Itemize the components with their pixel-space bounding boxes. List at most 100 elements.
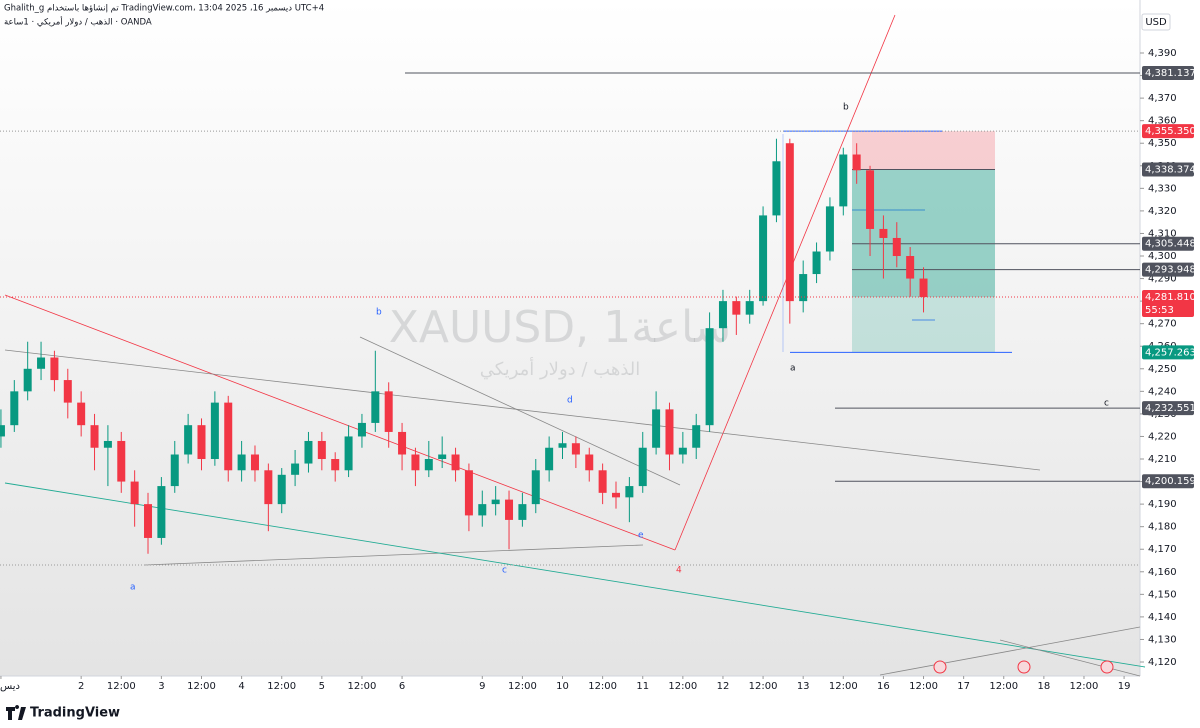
price-tag-label: 4,381.137 (1145, 68, 1196, 79)
x-tick-label: 12:00 (267, 681, 296, 692)
trend-line (359, 336, 681, 486)
candle-body (424, 459, 433, 471)
candle-body (371, 391, 380, 423)
candle-body (344, 436, 353, 471)
trend-line (674, 14, 896, 551)
annotation: a (790, 364, 796, 374)
candle-body (852, 154, 861, 171)
x-tick-label: 12:00 (989, 681, 1018, 692)
x-tick-label: 12:00 (668, 681, 697, 692)
candle-body (90, 425, 99, 448)
target-zone (852, 169, 995, 353)
candle-body (411, 454, 420, 471)
candle-body (451, 454, 460, 471)
logo: TradingView (30, 706, 120, 721)
y-tick-label: 4,130 (1148, 634, 1177, 645)
x-tick-label: 18 (1037, 681, 1050, 692)
candle-body (250, 454, 259, 471)
annotation: b (376, 308, 382, 318)
candle-body (478, 504, 487, 516)
candle-body (571, 443, 580, 455)
y-tick-label: 4,170 (1148, 544, 1177, 555)
candle-body (625, 486, 634, 498)
candle-body (611, 492, 620, 498)
candle-body (665, 409, 674, 455)
annotation: c (502, 566, 507, 576)
x-tick-label: 4 (238, 681, 244, 692)
candle-body (558, 443, 567, 448)
price-tag (1142, 262, 1194, 277)
candle-body (224, 402, 233, 471)
candle-body (785, 143, 794, 302)
candle-body (264, 470, 273, 505)
y-tick-label: 4,330 (1148, 183, 1177, 194)
candle-body (117, 440, 126, 482)
y-tick-label: 4,180 (1148, 522, 1177, 533)
y-tick-label: 4,120 (1148, 657, 1177, 668)
candle-body (531, 470, 540, 505)
candle-body (692, 425, 701, 448)
candle-body (130, 481, 139, 505)
x-tick-label: 13 (797, 681, 810, 692)
annotation: 4 (676, 566, 682, 576)
candle-body (317, 440, 326, 460)
current-price-label: 4,281.810 (1145, 292, 1196, 303)
y-tick-label: 4,220 (1148, 431, 1177, 442)
candle-body (892, 237, 901, 257)
y-tick-label: 4,390 (1148, 48, 1177, 59)
x-tick-label: 12:00 (508, 681, 537, 692)
trend-line (4, 482, 1146, 668)
x-tick-label: 9 (479, 681, 485, 692)
candle-body (157, 486, 166, 538)
currency-box (1141, 13, 1171, 31)
candle-body (732, 301, 741, 315)
x-tick-label: 5 (319, 681, 325, 692)
x-tick-label: 12:00 (909, 681, 938, 692)
price-tag-label: 4,305.448 (1145, 239, 1196, 250)
price-tag (1142, 401, 1194, 416)
trend-line (999, 639, 1141, 677)
logo-icon (6, 705, 26, 720)
x-tick-label: 12:00 (187, 681, 216, 692)
candle-body (357, 422, 366, 437)
candle-body (866, 170, 875, 229)
candle-body (718, 301, 727, 329)
x-tick-label: 12:00 (107, 681, 136, 692)
price-tags: 4,381.137 4,355.350 4,338.374 4,305.448 4,29… (1142, 65, 1196, 489)
candle-body (505, 499, 514, 520)
annotation: a (130, 583, 136, 593)
x-tick-label: 3 (158, 681, 164, 692)
current-price-tag (1142, 290, 1194, 318)
candle-body (678, 447, 687, 455)
y-tick-label: 4,310 (1148, 228, 1177, 239)
header: Ghalith_g تم إنشاؤها باستخدام TradingVie… (4, 4, 324, 14)
x-tick-label: 6 (399, 681, 405, 692)
trend-line (144, 544, 644, 566)
price-tag (1142, 65, 1194, 80)
candle-body (197, 425, 206, 460)
candle-body (37, 357, 46, 369)
candle-body (438, 454, 447, 460)
price-tag-label: 4,232.551 (1145, 403, 1196, 414)
candle-body (331, 459, 340, 471)
x-tick-label: 17 (957, 681, 970, 692)
candle-body (879, 228, 888, 238)
x-tick-label: ديس (0, 681, 20, 692)
candle-body (799, 274, 808, 302)
candle-body (210, 402, 219, 460)
price-tag-label: 4,355.350 (1145, 126, 1196, 137)
candle-body (291, 463, 300, 475)
x-tick-label: 2 (78, 681, 84, 692)
candles (0, 138, 928, 554)
candle-body (277, 474, 286, 505)
event-icon (1100, 660, 1114, 674)
annotation: e (638, 531, 644, 541)
watermark-sub: الذهب / دولار أمريكي (480, 357, 641, 380)
subheader: الذهب / دولار أمريكي · 1ساعة · OANDA (4, 16, 152, 28)
candle-body (745, 301, 754, 315)
y-tick-label: 4,350 (1148, 138, 1177, 149)
stop-zone (852, 131, 995, 170)
candle-body (103, 440, 112, 448)
price-tag (1142, 124, 1194, 139)
candle-body (464, 470, 473, 516)
